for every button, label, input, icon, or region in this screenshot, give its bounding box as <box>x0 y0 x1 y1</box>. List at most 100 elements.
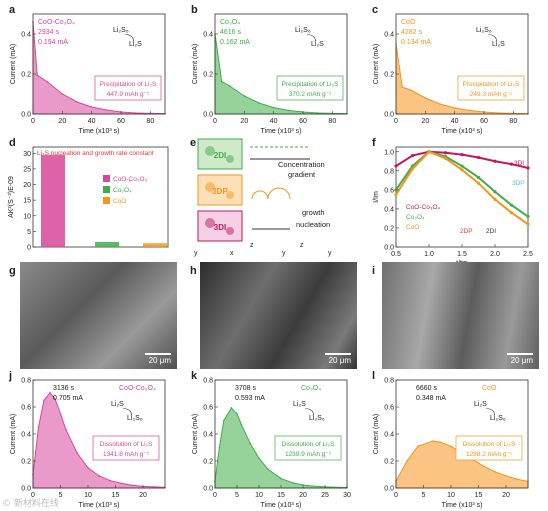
data-point <box>483 465 485 468</box>
sample-label: Co₃O₄ <box>301 385 321 392</box>
data-point <box>49 392 51 394</box>
data-point <box>432 440 434 442</box>
x-tick-label: 5 <box>422 492 426 499</box>
y-tick-label: 1.0 <box>384 149 394 156</box>
dissolution-box <box>92 435 160 461</box>
peak-time: 6660 s <box>416 385 438 392</box>
legend-label: Co₃O₄ <box>406 214 425 221</box>
y-tick-label: 0.8 <box>384 168 394 175</box>
data-area-b <box>214 33 348 115</box>
data-point <box>293 482 296 485</box>
data-area-k <box>214 407 348 489</box>
y-axis-label: Current (mA) <box>192 44 199 84</box>
precipitation-label: Precipitation of Li₂S <box>282 81 339 88</box>
species-from: Li₂S <box>474 401 487 408</box>
data-point <box>59 412 62 415</box>
data-point <box>417 445 419 447</box>
reaction-arrow <box>122 407 132 417</box>
x-tick-label: 60 <box>299 118 307 125</box>
data-point <box>228 85 231 87</box>
nucleus-icon <box>205 218 215 228</box>
precipitation-capacity: 447.9 mAh g⁻¹ <box>107 91 150 98</box>
data-point <box>220 80 223 83</box>
nucleus-icon <box>226 155 234 163</box>
dissolution-capacity: 1288.2 mAh g⁻¹ <box>466 451 513 458</box>
legend-swatch <box>103 186 110 193</box>
data-point <box>280 477 282 480</box>
x-tick-label: 60 <box>117 118 125 125</box>
species-to: Li₂S₆ <box>309 415 325 422</box>
x-tick-label: 25 <box>321 492 329 499</box>
precipitation-box <box>94 75 162 101</box>
y-tick-label: 0.8 <box>384 378 394 385</box>
data-point <box>509 211 514 215</box>
plot-frame <box>32 13 166 115</box>
y-axis-label: AK²(S⁻²)E-09 <box>8 176 15 218</box>
scale-label: 20 μm <box>148 356 171 365</box>
species-to: Li₂S₆ <box>490 415 506 422</box>
y-tick-label: 0.0 <box>203 112 213 119</box>
data-point <box>236 412 238 415</box>
data-bar <box>41 154 65 247</box>
panel-label-e: e <box>190 137 196 149</box>
data-point <box>319 485 322 488</box>
data-point <box>272 106 275 109</box>
x-tick-label: 20 <box>58 118 66 125</box>
dissolution-capacity: 1239.9 mAh g⁻¹ <box>285 451 332 458</box>
data-point <box>493 197 497 201</box>
x-tick-label: 0.5 <box>391 251 401 258</box>
precipitation-label: Precipitation of Li₂S <box>100 81 157 88</box>
concentration-label: Concentration <box>278 160 325 169</box>
precipitation-capacity: 370.2 mAh g⁻¹ <box>289 91 332 98</box>
data-point <box>410 153 415 158</box>
species-from: Li₂S₆ <box>476 27 492 34</box>
x-tick-label: 0 <box>213 118 217 125</box>
axis-letter: x <box>230 250 234 257</box>
precipitation-capacity: 249.3 mAh g⁻¹ <box>470 91 513 98</box>
y-tick-label: 10 <box>23 213 31 220</box>
scale-label: 20 μm <box>510 356 533 365</box>
precipitation-box <box>457 75 525 101</box>
data-point <box>76 101 78 103</box>
legend-label: CoO-Co₃O₄ <box>406 204 441 211</box>
sample-label: CoO-Co₃O₄ <box>38 19 75 26</box>
scale-label: 20 μm <box>328 356 351 365</box>
y-tick-label: 0.0 <box>21 486 31 493</box>
data-point <box>243 95 246 97</box>
mechanism-label: 2DI <box>214 151 226 160</box>
x-tick-label: 0 <box>394 492 398 499</box>
data-point <box>61 93 64 95</box>
data-point <box>54 398 56 400</box>
peak-current: 0.134 mA <box>401 39 431 46</box>
peak-time: 3136 s <box>53 385 75 392</box>
peak-current: 0.593 mA <box>235 395 265 402</box>
mechanism-box <box>197 174 243 206</box>
x-tick-label: 60 <box>480 118 488 125</box>
data-point <box>410 167 415 171</box>
model-label: 3DP <box>512 180 525 187</box>
y-tick-label: 5 <box>27 229 31 236</box>
x-tick-label: 80 <box>328 118 336 125</box>
data-point <box>218 446 221 449</box>
data-area-c <box>395 43 529 115</box>
x-tick-label: 20 <box>240 118 248 125</box>
nucleus-icon <box>226 227 234 235</box>
y-axis-label: I/Im <box>373 191 380 203</box>
model-label: 2DI <box>486 228 496 235</box>
y-tick-label: 0.8 <box>203 378 213 385</box>
species-from: Li₂S <box>293 401 306 408</box>
y-tick-label: 0.4 <box>384 432 394 439</box>
panel-label-d: d <box>9 137 16 149</box>
sem-image-g: 20 μm <box>20 262 177 369</box>
data-point <box>153 486 155 488</box>
panel-label-g: g <box>9 265 16 277</box>
data-point <box>76 452 78 454</box>
x-tick-label: 80 <box>146 118 154 125</box>
axis-letter: z <box>300 242 304 249</box>
y-tick-label: 0.6 <box>384 405 394 412</box>
y-axis-label: Current (mA) <box>373 414 380 454</box>
x-tick-label: 20 <box>299 492 307 499</box>
y-tick-label: 0 <box>27 245 31 252</box>
x-tick-label: 80 <box>509 118 517 125</box>
